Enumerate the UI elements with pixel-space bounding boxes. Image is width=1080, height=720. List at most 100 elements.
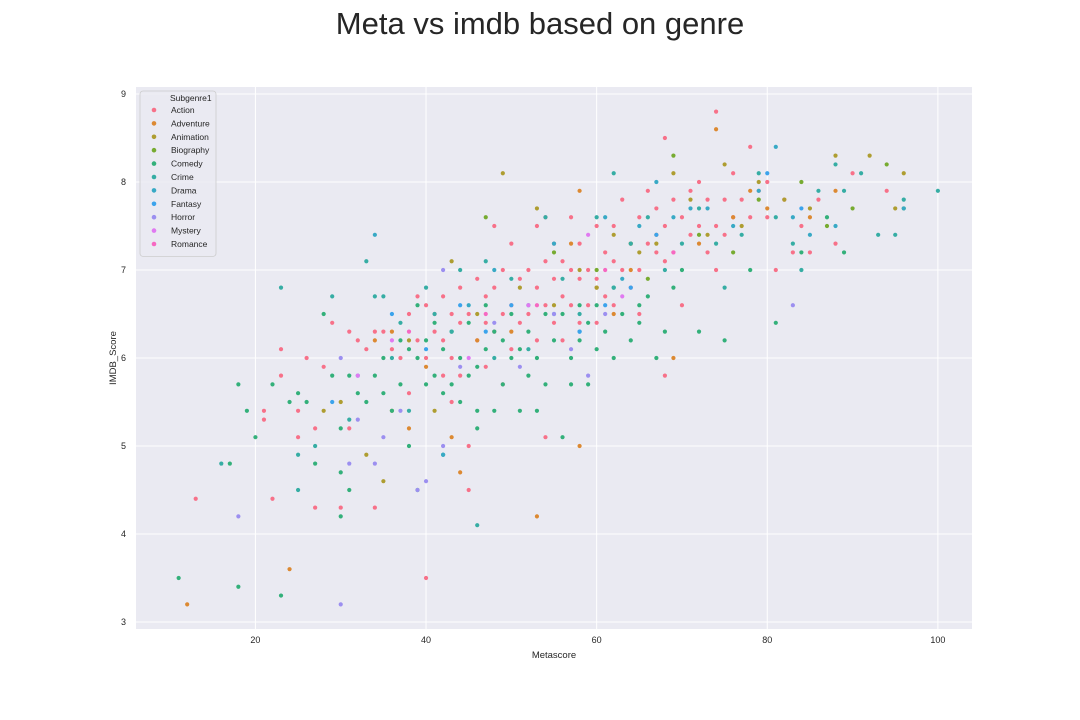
data-point — [526, 329, 531, 334]
data-point — [347, 461, 352, 466]
data-point — [355, 417, 360, 422]
data-point — [756, 179, 761, 185]
data-point — [603, 303, 608, 308]
data-point — [278, 593, 284, 598]
legend-entry: Fantasy — [171, 199, 202, 209]
data-point — [458, 285, 463, 290]
data-point — [364, 259, 369, 264]
data-point — [509, 347, 514, 352]
data-point — [526, 347, 531, 352]
data-point — [696, 179, 702, 185]
data-point — [679, 241, 685, 246]
data-point — [219, 461, 224, 466]
data-point — [850, 171, 855, 176]
data-point — [748, 215, 753, 220]
data-point — [551, 241, 557, 246]
data-point — [645, 215, 650, 220]
data-point — [475, 523, 480, 528]
data-point — [492, 223, 497, 229]
data-point — [295, 487, 301, 493]
data-point — [611, 285, 616, 290]
y-tick-label: 9 — [121, 89, 126, 99]
data-point — [415, 355, 420, 361]
data-point — [628, 338, 633, 343]
data-point — [441, 347, 446, 352]
data-point — [253, 435, 258, 440]
data-point — [603, 250, 608, 255]
data-point — [577, 303, 582, 308]
data-point — [662, 223, 667, 229]
data-point — [577, 443, 582, 449]
data-point — [389, 355, 395, 361]
data-point — [773, 267, 778, 273]
x-axis-ticks: 20 40 60 80 100 — [250, 635, 945, 645]
data-point — [517, 320, 522, 325]
data-point — [278, 373, 284, 378]
legend-entry: Drama — [171, 185, 197, 195]
data-point — [671, 250, 676, 255]
data-point — [466, 443, 471, 449]
data-point — [713, 241, 719, 246]
y-tick-label: 4 — [121, 529, 126, 539]
data-point — [389, 329, 395, 334]
data-point — [338, 426, 343, 431]
data-point — [756, 197, 761, 202]
data-point — [816, 197, 821, 202]
data-point — [304, 399, 309, 405]
data-point — [193, 496, 198, 501]
y-axis-label: IMDB_Score — [108, 331, 119, 385]
data-point — [799, 179, 804, 185]
data-point — [475, 364, 480, 369]
data-point — [466, 373, 471, 378]
data-point — [458, 364, 463, 369]
data-point — [313, 461, 318, 466]
data-point — [441, 373, 446, 378]
data-point — [261, 408, 267, 413]
y-tick-label: 8 — [121, 177, 126, 187]
data-point — [441, 443, 446, 449]
data-point — [833, 162, 838, 167]
data-point — [679, 303, 685, 308]
data-point — [492, 408, 497, 413]
data-point — [287, 567, 292, 572]
data-point — [637, 223, 642, 229]
data-point — [509, 276, 514, 281]
data-point — [364, 347, 369, 352]
data-point — [611, 232, 616, 237]
data-point — [645, 276, 650, 281]
data-point — [517, 285, 522, 290]
data-point — [381, 435, 386, 440]
data-point — [705, 232, 710, 237]
data-point — [773, 320, 778, 325]
data-point — [475, 426, 480, 431]
data-point — [577, 188, 582, 193]
data-point — [628, 241, 633, 246]
data-point — [466, 487, 471, 493]
data-point — [389, 347, 395, 352]
data-point — [509, 303, 514, 308]
data-point — [483, 320, 488, 325]
data-point — [560, 311, 565, 317]
data-point — [756, 188, 761, 193]
data-point — [807, 232, 813, 237]
data-point — [594, 276, 599, 281]
data-point — [543, 435, 548, 440]
data-point — [509, 329, 514, 334]
data-point — [364, 399, 369, 405]
data-point — [415, 487, 420, 493]
data-point — [611, 311, 616, 317]
data-point — [748, 267, 753, 273]
legend-entry: Mystery — [171, 226, 202, 236]
data-point — [458, 303, 463, 308]
data-point — [688, 197, 693, 202]
data-point — [671, 153, 676, 158]
data-point — [398, 408, 403, 413]
data-point — [543, 215, 548, 220]
data-point — [347, 426, 352, 431]
data-point — [347, 373, 352, 378]
data-point — [637, 267, 642, 273]
data-point — [278, 347, 284, 352]
data-point — [423, 303, 429, 308]
data-point — [483, 347, 488, 352]
data-point — [492, 329, 497, 334]
